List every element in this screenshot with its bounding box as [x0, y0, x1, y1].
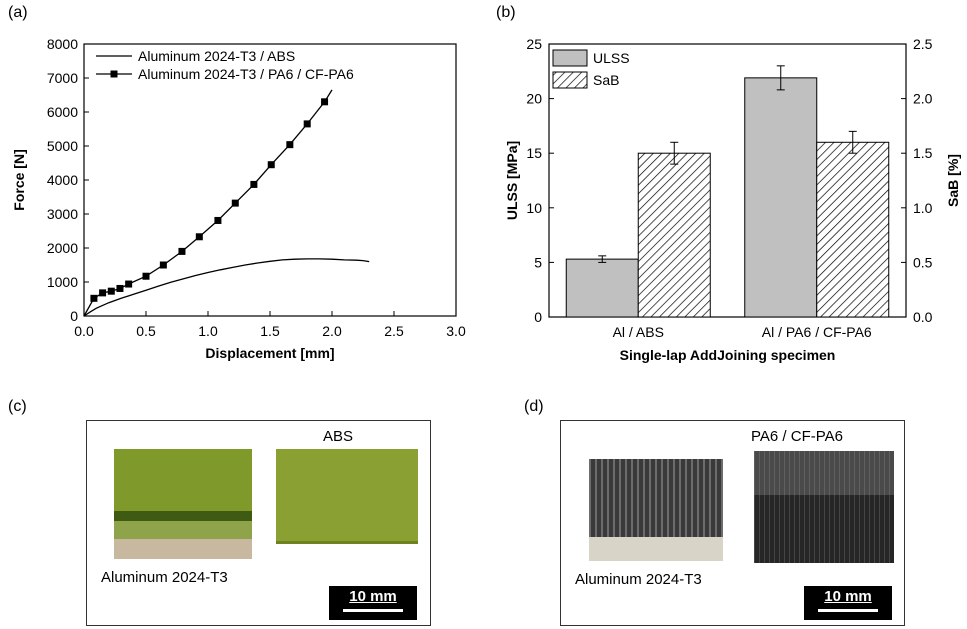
photo-d-title: PA6 / CF-PA6: [751, 428, 843, 445]
scale-bar-c-label: 10 mm: [349, 588, 397, 605]
series-line-1: [83, 258, 370, 317]
y-tick-label-a: 1000: [47, 274, 78, 290]
y-tick-label-b: 25: [526, 36, 542, 52]
x-tick-label-a: 2.5: [384, 323, 404, 339]
series-marker-2: [267, 161, 275, 169]
series-marker-2: [107, 287, 115, 295]
series-marker-2: [303, 120, 311, 128]
series-marker-2: [231, 199, 239, 207]
panel-label-a: (a): [8, 4, 28, 21]
series-line-2: [83, 89, 333, 317]
legend-swatch-b-2: [552, 71, 588, 89]
series-marker-2: [125, 280, 133, 288]
series-marker-2: [286, 141, 294, 149]
photo-panel-c: ABS Aluminum 2024-T3 10 mm: [86, 420, 431, 626]
x-tick-label-a: 2.0: [322, 323, 342, 339]
series-marker-2: [99, 289, 107, 297]
y2-axis-title-b: SaB [%]: [945, 154, 961, 207]
y-tick-label-a: 7000: [47, 70, 78, 86]
scale-bar-c: 10 mm: [329, 586, 417, 620]
series-marker-2: [142, 272, 150, 280]
series-marker-2: [195, 233, 203, 241]
legend-label-b-2: SaB: [593, 72, 619, 88]
y2-tick-label-b: 2.0: [913, 91, 933, 107]
y-tick-label-b: 15: [526, 145, 542, 161]
photo-panel-d: PA6 / CF-PA6 Aluminum 2024-T3 10 mm: [560, 420, 905, 626]
bar-sab-2: [816, 141, 890, 318]
x-tick-label-a: 1.0: [198, 323, 218, 339]
scale-bar-d: 10 mm: [804, 586, 892, 620]
y2-tick-label-b: 2.5: [913, 36, 933, 52]
cf-pa6-specimen-photo: [754, 451, 894, 563]
panel-label-d: (d): [524, 398, 544, 415]
photo-c-caption: Aluminum 2024-T3: [101, 569, 228, 586]
aluminum-pa6-specimen-photo: [589, 459, 723, 561]
series-marker-2: [159, 261, 167, 269]
panel-label-b: (b): [496, 4, 516, 21]
abs-specimen-photo: [276, 449, 418, 544]
x-axis-title-b: Single-lap AddJoining specimen: [620, 347, 836, 363]
y-axis-title-b: ULSS [MPa]: [504, 141, 520, 220]
x-tick-label-a: 0.0: [74, 323, 94, 339]
y-tick-label-a: 4000: [47, 172, 78, 188]
series-marker-2: [116, 284, 124, 292]
series-marker-2: [250, 180, 258, 188]
x-tick-label-a: 0.5: [136, 323, 156, 339]
legend-label-a-1: Aluminum 2024-T3 / ABS: [138, 48, 295, 64]
legend-marker-a: [110, 70, 118, 78]
y-tick-label-a: 5000: [47, 138, 78, 154]
x-axis-title-a: Displacement [mm]: [205, 345, 334, 361]
legend-label-a-2: Aluminum 2024-T3 / PA6 / CF-PA6: [138, 66, 354, 82]
series-marker-2: [178, 247, 186, 255]
y-axis-title-a: Force [N]: [11, 149, 27, 210]
scale-bar-d-label: 10 mm: [824, 588, 872, 605]
y-tick-label-b: 20: [526, 91, 542, 107]
panel-label-c: (c): [8, 398, 27, 415]
series-marker-2: [214, 216, 222, 224]
y-tick-label-b: 10: [526, 200, 542, 216]
y-tick-label-a: 8000: [47, 36, 78, 52]
legend-swatch-b-1: [552, 49, 588, 67]
y-tick-label-b: 5: [534, 254, 542, 270]
bar-ulss-2: [744, 77, 818, 318]
y2-tick-label-b: 0.5: [913, 254, 933, 270]
y2-tick-label-b: 1.0: [913, 200, 933, 216]
y-tick-label-a: 3000: [47, 206, 78, 222]
photo-c-title: ABS: [323, 428, 354, 445]
x-tick-label-a: 1.5: [260, 323, 280, 339]
y-tick-label-a: 2000: [47, 240, 78, 256]
x-tick-label-a: 3.0: [446, 323, 466, 339]
y-tick-label-a: 0: [70, 308, 78, 324]
y2-tick-label-b: 0.0: [913, 309, 933, 325]
aluminum-abs-specimen-photo: [114, 449, 252, 559]
plot-frame-a: [83, 43, 457, 317]
x-tick-label-b: Al / PA6 / CF-PA6: [762, 324, 872, 340]
photo-d-caption: Aluminum 2024-T3: [575, 571, 702, 588]
bar-sab-1: [637, 152, 711, 318]
y-tick-label-a: 6000: [47, 104, 78, 120]
series-marker-2: [321, 98, 329, 106]
plot-frame-b: [548, 43, 907, 318]
force-displacement-chart: 0.0 0.5 1.0 1.5 2.0 2.5 3.0 0 1000 2000 3000 4000 50…: [11, 36, 466, 361]
series-marker-2: [90, 294, 98, 302]
legend-label-b-1: ULSS: [593, 50, 630, 66]
y2-tick-label-b: 1.5: [913, 145, 933, 161]
bar-ulss-1: [565, 258, 639, 318]
y-tick-label-b: 0: [534, 309, 542, 325]
x-tick-label-b: Al / ABS: [613, 324, 664, 340]
